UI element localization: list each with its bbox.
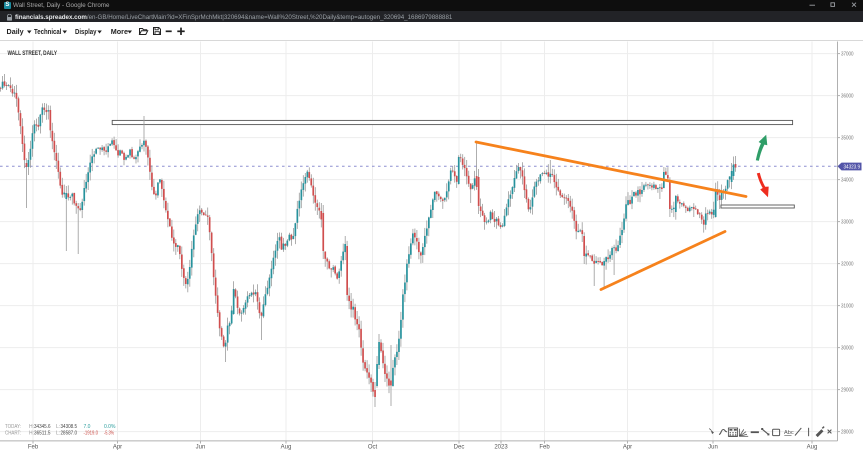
svg-text:30000: 30000 xyxy=(841,345,854,351)
svg-text:WALL STREET, DAILY: WALL STREET, DAILY xyxy=(8,50,58,57)
svg-text:Feb: Feb xyxy=(28,445,39,451)
svg-text:Aug: Aug xyxy=(281,445,292,451)
svg-text:28000: 28000 xyxy=(841,429,854,435)
svg-text:Apr: Apr xyxy=(623,445,632,451)
svg-text:Dec: Dec xyxy=(454,445,465,451)
svg-text:37000: 37000 xyxy=(841,51,854,57)
svg-text:33000: 33000 xyxy=(841,219,854,225)
svg-text:CHART:: CHART: xyxy=(5,431,21,437)
svg-text:2023: 2023 xyxy=(494,445,508,451)
svg-text:Oct: Oct xyxy=(368,445,378,451)
svg-text:31000: 31000 xyxy=(841,303,854,309)
svg-text:-5.3%: -5.3% xyxy=(104,431,114,437)
svg-text:H:: H: xyxy=(29,424,34,430)
svg-text:L:: L: xyxy=(56,424,60,430)
svg-text:Feb: Feb xyxy=(539,445,550,451)
svg-text:Abc: Abc xyxy=(784,430,794,436)
svg-text:34323.9: 34323.9 xyxy=(844,165,861,171)
svg-text:28587.0: 28587.0 xyxy=(61,431,78,437)
svg-text:Jun: Jun xyxy=(196,445,206,451)
svg-text:-1919.0: -1919.0 xyxy=(84,431,99,437)
svg-text:Aug: Aug xyxy=(807,445,818,451)
svg-text:36000: 36000 xyxy=(841,93,854,99)
svg-text:35000: 35000 xyxy=(841,135,854,141)
svg-text:TODAY:: TODAY: xyxy=(5,424,21,430)
svg-text:0.0%: 0.0% xyxy=(104,424,116,430)
svg-text:34345.6: 34345.6 xyxy=(34,424,51,430)
svg-text:H:: H: xyxy=(29,431,34,437)
svg-text:Apr: Apr xyxy=(113,445,122,451)
svg-text:34000: 34000 xyxy=(841,177,854,183)
svg-text:L:: L: xyxy=(56,431,60,437)
svg-text:7.0: 7.0 xyxy=(84,424,91,430)
svg-text:34308.5: 34308.5 xyxy=(61,424,78,430)
svg-text:29000: 29000 xyxy=(841,387,854,393)
svg-text:32000: 32000 xyxy=(841,261,854,267)
svg-text:36511.5: 36511.5 xyxy=(34,431,51,437)
svg-text:Jun: Jun xyxy=(708,445,718,451)
